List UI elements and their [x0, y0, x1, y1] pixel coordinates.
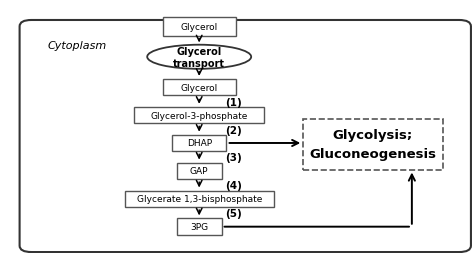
Text: Cytoplasm: Cytoplasm — [48, 41, 107, 51]
Text: 3PG: 3PG — [190, 222, 208, 231]
Text: (5): (5) — [225, 209, 242, 218]
Text: Glycerol: Glycerol — [181, 83, 218, 92]
FancyBboxPatch shape — [177, 163, 222, 179]
Ellipse shape — [147, 45, 251, 70]
Text: (3): (3) — [225, 153, 242, 163]
FancyBboxPatch shape — [303, 119, 443, 170]
FancyBboxPatch shape — [172, 135, 227, 152]
Text: (2): (2) — [225, 125, 242, 135]
Text: Glycerol: Glycerol — [181, 23, 218, 32]
FancyBboxPatch shape — [177, 219, 222, 235]
FancyBboxPatch shape — [163, 80, 236, 96]
Text: Glycerol-3-phosphate: Glycerol-3-phosphate — [151, 111, 248, 120]
Text: Glycerol
transport: Glycerol transport — [173, 46, 225, 69]
FancyBboxPatch shape — [125, 191, 273, 207]
Text: DHAP: DHAP — [187, 139, 212, 148]
FancyBboxPatch shape — [134, 107, 264, 124]
Text: Glycolysis;
Gluconeogenesis: Glycolysis; Gluconeogenesis — [310, 129, 437, 161]
Text: (1): (1) — [225, 97, 242, 107]
Text: Glycerate 1,3-bisphosphate: Glycerate 1,3-bisphosphate — [137, 195, 262, 203]
FancyBboxPatch shape — [163, 18, 236, 37]
Text: (4): (4) — [225, 181, 242, 190]
Text: GAP: GAP — [190, 167, 209, 176]
FancyBboxPatch shape — [19, 21, 471, 252]
